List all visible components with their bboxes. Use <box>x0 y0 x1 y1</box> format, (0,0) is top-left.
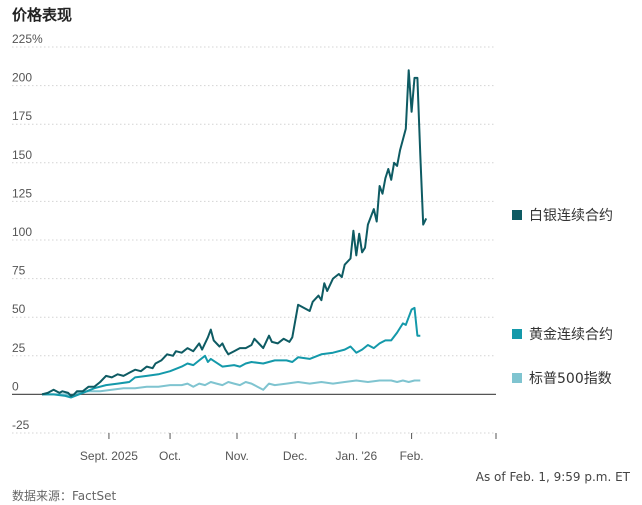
series-line <box>41 69 428 397</box>
y-axis-ticks: 225% 200 175 150 125 100 75 50 25 0 -25 <box>12 32 43 432</box>
y-tick-label: -25 <box>12 418 30 432</box>
grid-lines <box>12 46 496 434</box>
series-line <box>42 379 421 397</box>
legend-swatch <box>512 329 522 339</box>
y-tick-label: 100 <box>12 225 32 239</box>
x-tick-label: Nov. <box>225 449 249 463</box>
legend-label: 白银连续合约 <box>529 207 613 224</box>
chart-title: 价格表现 <box>12 6 73 24</box>
series-lines <box>41 69 428 399</box>
data-source: 数据来源：FactSet <box>12 489 117 503</box>
x-axis: Sept. 2025 Oct. Nov. Dec. Jan. '26 Feb. <box>80 433 497 463</box>
x-tick-label: Jan. '26 <box>335 449 377 463</box>
y-tick-label: 225% <box>12 32 43 46</box>
x-tick-label: Sept. 2025 <box>80 449 138 463</box>
y-tick-label: 50 <box>12 302 26 316</box>
series-line <box>42 306 421 399</box>
y-tick-label: 0 <box>12 379 19 393</box>
as-of-timestamp: As of Feb. 1, 9:59 p.m. ET <box>475 470 630 484</box>
x-tick-label: Feb. <box>400 449 424 463</box>
y-tick-label: 25 <box>12 341 26 355</box>
legend-label: 标普500指数 <box>529 371 612 387</box>
y-tick-label: 200 <box>12 71 32 85</box>
x-tick-label: Oct. <box>159 449 181 463</box>
x-tick-label: Dec. <box>283 449 308 463</box>
y-tick-label: 125 <box>12 186 32 200</box>
y-tick-label: 75 <box>12 264 26 278</box>
legend-swatch <box>512 373 522 383</box>
legend-swatch <box>512 210 522 220</box>
y-tick-label: 175 <box>12 109 32 123</box>
y-tick-label: 150 <box>12 148 32 162</box>
legend-label: 黄金连续合约 <box>529 326 613 343</box>
